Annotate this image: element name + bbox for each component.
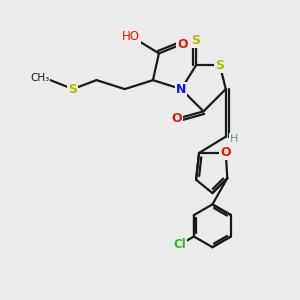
Text: O: O <box>177 38 188 51</box>
Text: S: S <box>215 59 224 72</box>
Text: H: H <box>230 134 238 144</box>
Text: Cl: Cl <box>173 238 186 251</box>
Text: N: N <box>176 82 186 96</box>
Text: CH₃: CH₃ <box>30 73 50 83</box>
Text: O: O <box>220 146 231 160</box>
Text: S: S <box>192 34 201 46</box>
Text: HO: HO <box>122 30 140 43</box>
Text: O: O <box>171 112 182 125</box>
Text: S: S <box>68 82 77 96</box>
